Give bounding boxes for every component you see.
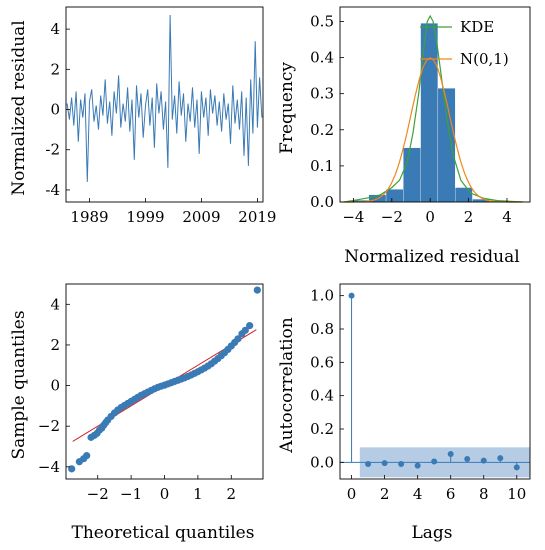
histogram-bar: [437, 88, 456, 203]
qq-point: [68, 465, 76, 473]
acf-point: [464, 456, 471, 462]
histogram-bar: [455, 187, 473, 203]
xlabel-qq: Theoretical quantiles: [72, 523, 255, 543]
xlabel-acf: Lags: [411, 523, 452, 543]
acf-point: [447, 451, 454, 457]
acf-ytick-label: 1.0: [310, 287, 334, 305]
panel-autocorrelation: Autocorrelation Lags 0 2 4 6 8 10 1.0 0.8 0.6 0.4…: [277, 283, 531, 543]
qq-xtick-label: −2: [87, 485, 109, 503]
qq-xtick-label: 1: [193, 485, 203, 503]
residual-series-line: [66, 14, 263, 182]
qq-xtick-label: −1: [120, 485, 142, 503]
ylabel-residual-timeseries: Normalized residual: [9, 20, 29, 195]
ts-xtick-label: 1989: [70, 208, 108, 226]
acf-ytick-label: 0.8: [310, 320, 334, 338]
qq-xtick-label: 0: [160, 485, 170, 503]
acf-point: [348, 292, 355, 299]
xlabel-histogram: Normalized residual: [344, 247, 519, 267]
acf-point: [431, 458, 438, 465]
qq-xtick-label: 2: [227, 485, 237, 503]
hist-axes-frame: [339, 6, 531, 203]
qq-ytick-label: −4: [38, 458, 60, 476]
panel-qq-plot: Sample quantiles Theoretical quantiles −…: [9, 283, 264, 543]
qq-axes-frame: [65, 283, 264, 480]
hist-xtick-label: 2: [464, 208, 474, 226]
acf-point: [497, 455, 504, 462]
ylabel-qq: Sample quantiles: [9, 310, 29, 459]
qq-point: [241, 326, 249, 334]
ts-axes-frame: [65, 6, 264, 203]
hist-xtick-label: 0: [425, 208, 435, 226]
hist-ytick-label: 0.1: [310, 157, 334, 175]
hist-ytick-label: 0.0: [310, 193, 334, 211]
ts-xtick-label: 1999: [126, 208, 164, 226]
acf-axes-frame: [339, 283, 531, 480]
hist-xtick-label: −2: [381, 208, 403, 226]
histogram-bar: [385, 189, 404, 203]
acf-point: [513, 464, 520, 471]
hist-ytick-label: 0.4: [310, 49, 334, 67]
acf-ytick-label: 0.6: [310, 353, 334, 371]
qq-point: [83, 452, 91, 460]
hist-xtick-label: −4: [342, 208, 364, 226]
ts-ytick-label: 4: [50, 20, 60, 38]
qq-ytick-label: 4: [50, 295, 60, 313]
ts-ytick-label: 2: [50, 60, 60, 78]
acf-xtick-label: 8: [479, 485, 489, 503]
qq-point: [253, 286, 261, 294]
qq-point: [234, 335, 242, 343]
ts-ytick-label: -4: [45, 181, 60, 199]
legend-label-normal: N(0,1): [460, 50, 509, 68]
acf-ytick-label: 0.0: [310, 453, 334, 471]
acf-xtick-label: 6: [446, 485, 456, 503]
acf-xtick-label: 4: [413, 485, 423, 503]
qq-ytick-label: 0: [50, 377, 60, 395]
acf-xtick-label: 10: [507, 485, 526, 503]
ylabel-acf: Autocorrelation: [277, 317, 297, 453]
qq-ytick-label: 2: [50, 336, 60, 354]
acf-xtick-label: 0: [347, 485, 357, 503]
ts-ytick-label: -2: [45, 141, 60, 159]
acf-ytick-label: 0.4: [310, 387, 334, 405]
normal-curve: [343, 57, 523, 203]
hist-xtick-label: 4: [502, 208, 512, 226]
acf-xtick-label: 2: [380, 485, 390, 503]
ylabel-histogram: Frequency: [277, 62, 297, 154]
panel-residual-histogram: Frequency Normalized residual −4 −2 0 2 4 0.0…: [277, 6, 531, 267]
ts-xtick-label: 2019: [238, 208, 276, 226]
acf-point: [381, 460, 388, 467]
acf-point: [414, 462, 421, 469]
acf-point: [365, 461, 372, 467]
ts-xtick-label: 2009: [182, 208, 220, 226]
histogram-bar: [403, 147, 421, 203]
panel-residual-timeseries: Normalized residual 1989 1999 2009 2019 4 2 0 -…: [9, 6, 276, 226]
acf-point: [398, 461, 405, 467]
hist-ytick-label: 0.5: [310, 12, 334, 30]
qq-point: [246, 322, 254, 330]
qq-ytick-label: −2: [38, 417, 60, 435]
legend-label-kde: KDE: [460, 18, 494, 36]
ts-ytick-label: 0: [50, 101, 60, 119]
hist-ytick-label: 0.3: [310, 85, 334, 103]
hist-ytick-label: 0.2: [310, 121, 334, 139]
acf-ytick-label: 0.2: [310, 420, 334, 438]
acf-point: [480, 457, 487, 464]
